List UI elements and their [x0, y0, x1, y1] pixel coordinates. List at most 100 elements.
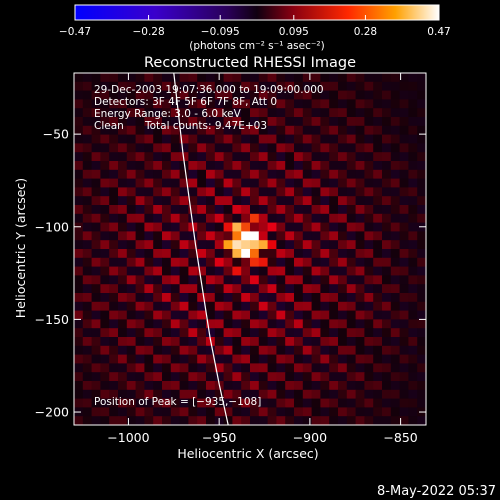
heatmap-cell: [329, 143, 339, 153]
heatmap-cell: [285, 398, 295, 408]
heatmap-cell: [382, 169, 392, 180]
heatmap-cell: [408, 222, 418, 232]
heatmap-cell: [390, 152, 401, 162]
heatmap-cell: [91, 407, 101, 417]
heatmap-cell: [74, 143, 84, 153]
heatmap-cell: [276, 310, 286, 320]
heatmap-cell: [214, 257, 225, 268]
heatmap-cell: [118, 187, 128, 197]
heatmap-cell: [100, 257, 110, 268]
heatmap-cell: [267, 345, 277, 356]
heatmap-cell: [250, 161, 260, 171]
heatmap-cell: [302, 213, 313, 224]
heatmap-cell: [364, 275, 374, 285]
heatmap-cell: [91, 293, 101, 303]
heatmap-cell: [241, 337, 251, 347]
heatmap-cell: [197, 81, 207, 92]
heatmap-cell: [118, 117, 128, 127]
heatmap-cell: [197, 310, 207, 320]
heatmap-cell: [135, 222, 145, 232]
heatmap-cell: [135, 257, 145, 268]
heatmap-cell: [258, 231, 269, 241]
heatmap-cell: [364, 284, 374, 294]
heatmap-cell: [232, 363, 242, 373]
heatmap-cell: [188, 187, 198, 197]
heatmap-cell: [74, 213, 84, 224]
heatmap-cell: [232, 337, 242, 347]
heatmap-cell: [170, 187, 181, 197]
heatmap-cell: [355, 196, 365, 206]
heatmap-cell: [74, 310, 84, 320]
heatmap-cell: [179, 196, 189, 206]
heatmap-cell: [276, 143, 286, 153]
heatmap-cell: [170, 73, 181, 83]
heatmap-cell: [302, 99, 313, 109]
heatmap-cell: [346, 310, 357, 320]
heatmap-cell: [109, 222, 119, 232]
heatmap-cell: [135, 284, 145, 294]
heatmap-cell: [223, 284, 233, 294]
heatmap-cell: [329, 398, 339, 408]
heatmap-cell: [100, 345, 110, 356]
heatmap-cell: [223, 389, 233, 400]
heatmap-cell: [390, 363, 401, 373]
heatmap-cell: [399, 143, 409, 153]
heatmap-cell: [144, 354, 154, 364]
heatmap-cell: [355, 345, 365, 356]
heatmap-cell: [100, 152, 110, 162]
heatmap-cell: [417, 328, 426, 338]
heatmap-cell: [162, 117, 172, 127]
heatmap-cell: [197, 73, 207, 83]
heatmap-cell: [206, 398, 216, 408]
heatmap-cell: [179, 319, 189, 329]
heatmap-cell: [338, 328, 348, 338]
heatmap-cell: [329, 266, 339, 276]
heatmap-cell: [74, 345, 84, 356]
heatmap-cell: [135, 161, 145, 171]
heatmap-cell: [417, 81, 426, 92]
heatmap-cell: [267, 381, 277, 391]
heatmap-cell: [126, 125, 137, 136]
heatmap-cell: [135, 108, 145, 118]
heatmap-cell: [311, 381, 321, 391]
heatmap-cell: [285, 161, 295, 171]
heatmap-cell: [197, 99, 207, 109]
heatmap-cell: [74, 328, 84, 338]
heatmap-cell: [267, 266, 277, 276]
heatmap-cell: [364, 187, 374, 197]
heatmap-cell: [170, 178, 181, 188]
heatmap-cell: [135, 205, 145, 215]
heatmap-cell: [82, 125, 93, 136]
heatmap-cell: [232, 240, 242, 250]
heatmap-cell: [188, 90, 198, 100]
heatmap-cell: [399, 416, 409, 425]
heatmap-cell: [338, 249, 348, 259]
heatmap-cell: [241, 345, 251, 356]
heatmap-cell: [241, 134, 251, 144]
heatmap-cell: [118, 161, 128, 171]
heatmap-cell: [135, 310, 145, 320]
heatmap-cell: [382, 161, 392, 171]
colorbar-tick-label: 0.095: [279, 26, 309, 38]
heatmap-cell: [267, 81, 277, 92]
heatmap-cell: [241, 169, 251, 180]
heatmap-cell: [399, 328, 409, 338]
heatmap-cell: [346, 117, 357, 127]
heatmap-cell: [179, 222, 189, 232]
heatmap-cell: [91, 161, 101, 171]
heatmap-cell: [346, 231, 357, 241]
heatmap-cell: [408, 143, 418, 153]
heatmap-cell: [329, 187, 339, 197]
heatmap-cell: [346, 143, 357, 153]
annotation-energy: Energy Range: 3.0 - 6.0 keV: [94, 108, 241, 120]
heatmap-cell: [74, 187, 84, 197]
heatmap-cell: [346, 416, 357, 425]
heatmap-cell: [214, 319, 225, 329]
heatmap-cell: [232, 152, 242, 162]
colorbar: [74, 4, 440, 21]
heatmap-cell: [162, 213, 172, 224]
heatmap-cell: [294, 354, 304, 364]
heatmap-cell: [197, 328, 207, 338]
heatmap-cell: [91, 205, 101, 215]
heatmap-cell: [179, 249, 189, 259]
